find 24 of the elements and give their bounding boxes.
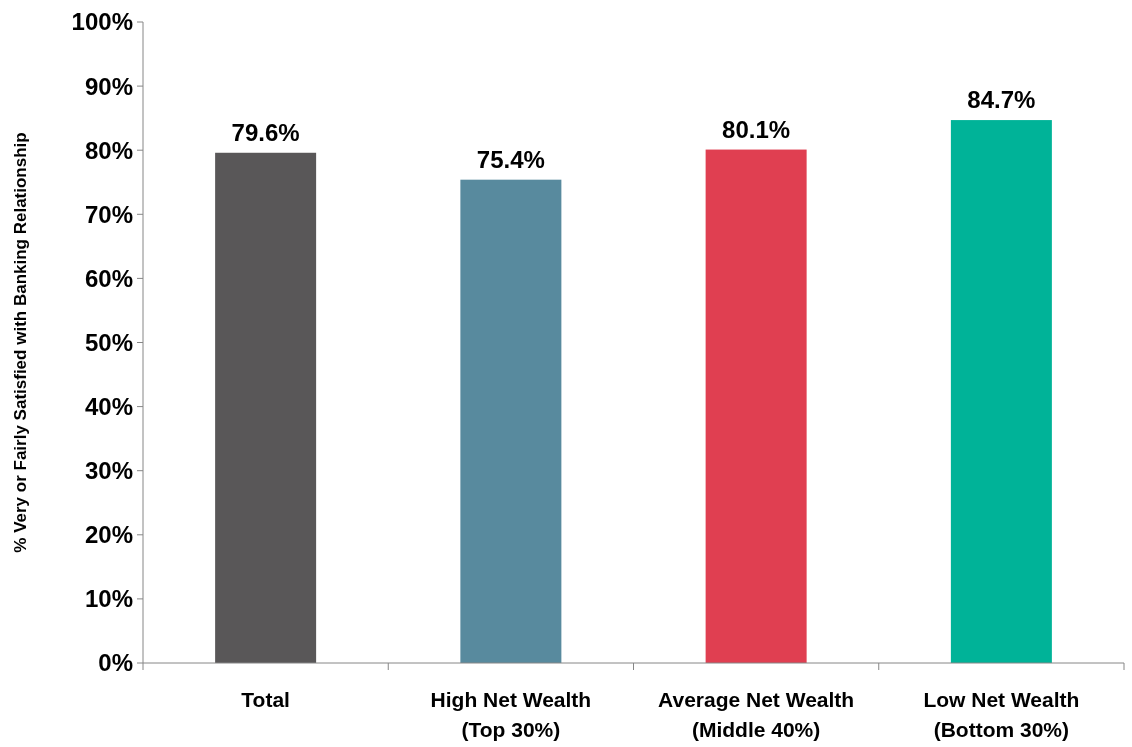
bar [215, 152, 317, 663]
y-tick-label: 0% [98, 649, 133, 677]
y-axis-title: % Very or Fairly Satisfied with Banking Relationship [11, 132, 30, 553]
x-tick-label: Low Net Wealth (Bottom 30%) [923, 688, 1080, 741]
y-tick-label: 100% [71, 8, 133, 36]
y-tick-label: 30% [84, 457, 133, 485]
y-tick-label: 50% [84, 328, 133, 356]
y-tick-label: 40% [84, 393, 133, 420]
y-tick-label: 70% [84, 200, 133, 228]
bar [950, 120, 1052, 663]
data-label: 84.7% [967, 86, 1036, 114]
bar [460, 179, 562, 663]
y-tick-label: 10% [84, 585, 133, 613]
bar [705, 149, 807, 663]
x-tick-label: Average Net Wealth (Middle 40%) [658, 688, 855, 741]
x-tick-label: High Net Wealth (Top 30%) [430, 688, 592, 741]
data-label: 75.4% [476, 145, 545, 173]
x-tick-label: Total [241, 688, 290, 711]
y-tick-label: 80% [84, 136, 133, 164]
y-tick-label: 60% [84, 264, 133, 292]
y-tick-label: 20% [84, 521, 133, 549]
data-label: 79.6% [231, 118, 300, 146]
y-tick-label: 90% [84, 72, 133, 100]
data-label: 80.1% [722, 115, 791, 143]
